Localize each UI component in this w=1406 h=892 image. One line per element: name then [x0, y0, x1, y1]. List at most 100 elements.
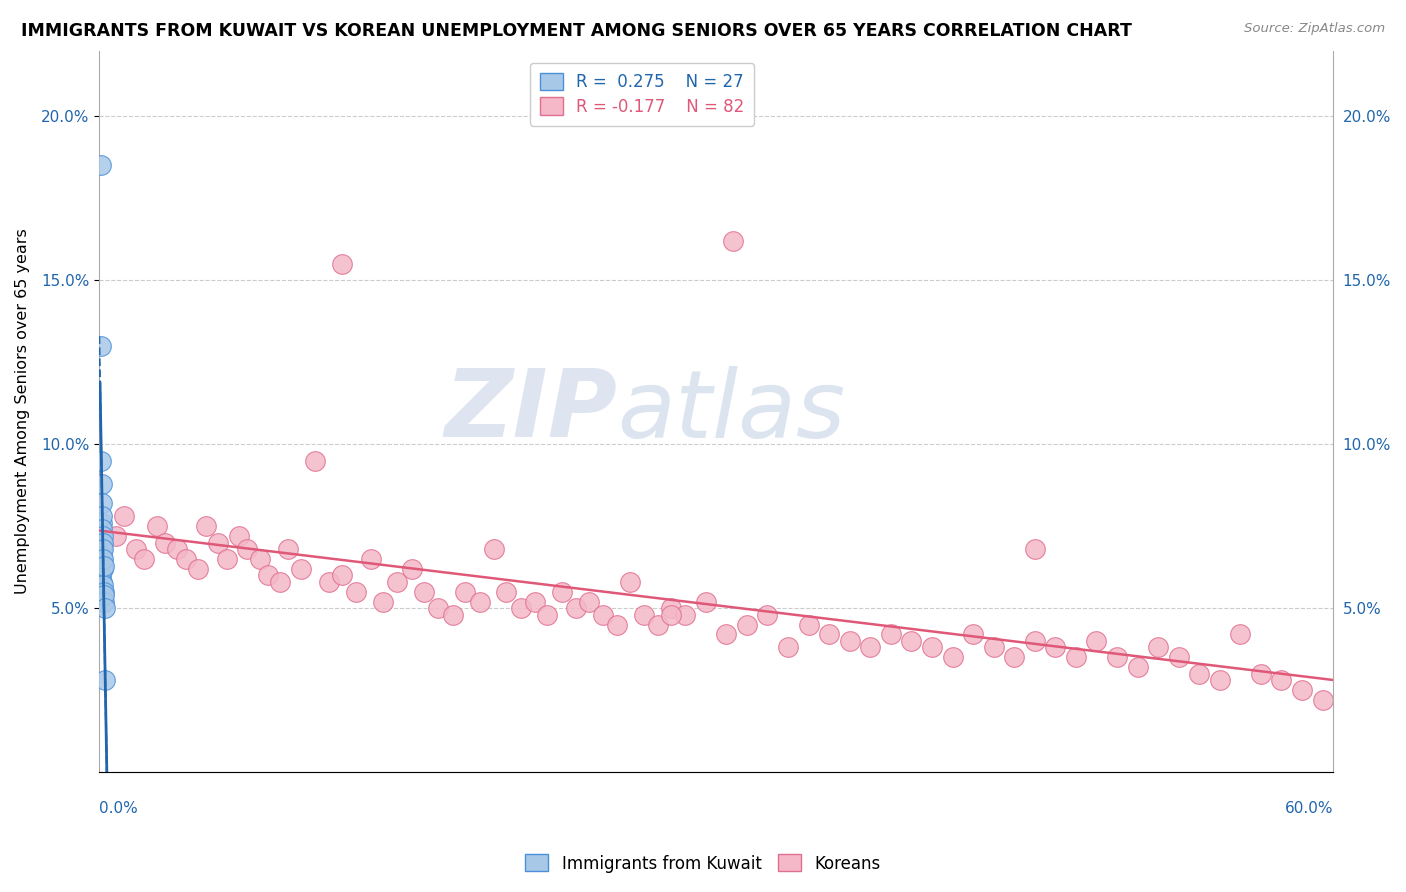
- Text: 0.0%: 0.0%: [100, 801, 138, 816]
- Text: 60.0%: 60.0%: [1285, 801, 1333, 816]
- Point: [91, 496, 114, 510]
- Point: [695, 594, 717, 608]
- Point: [1312, 693, 1334, 707]
- Point: [1270, 673, 1292, 688]
- Point: [215, 552, 238, 566]
- Point: [91, 523, 114, 537]
- Point: [633, 607, 655, 622]
- Point: [91, 574, 114, 589]
- Point: [387, 574, 409, 589]
- Point: [94, 673, 117, 688]
- Point: [509, 601, 531, 615]
- Point: [776, 640, 799, 655]
- Point: [290, 562, 312, 576]
- Point: [330, 568, 353, 582]
- Point: [1085, 634, 1108, 648]
- Point: [277, 542, 299, 557]
- Point: [187, 562, 209, 576]
- Point: [91, 542, 114, 557]
- Point: [721, 234, 744, 248]
- Point: [91, 578, 114, 592]
- Point: [1064, 650, 1087, 665]
- Point: [756, 607, 779, 622]
- Point: [91, 562, 114, 576]
- Point: [468, 594, 491, 608]
- Point: [551, 584, 574, 599]
- Point: [454, 584, 477, 599]
- Legend: R =  0.275    N = 27, R = -0.177    N = 82: R = 0.275 N = 27, R = -0.177 N = 82: [530, 62, 755, 126]
- Point: [818, 627, 841, 641]
- Point: [93, 594, 115, 608]
- Point: [962, 627, 984, 641]
- Point: [859, 640, 882, 655]
- Point: [495, 584, 517, 599]
- Point: [1126, 660, 1149, 674]
- Point: [838, 634, 860, 648]
- Point: [91, 552, 114, 566]
- Point: [360, 552, 382, 566]
- Point: [90, 516, 112, 530]
- Point: [166, 542, 188, 557]
- Point: [716, 627, 738, 641]
- Point: [236, 542, 259, 557]
- Point: [91, 535, 114, 549]
- Point: [146, 519, 169, 533]
- Point: [91, 549, 114, 563]
- Point: [401, 562, 423, 576]
- Point: [125, 542, 148, 557]
- Legend: Immigrants from Kuwait, Koreans: Immigrants from Kuwait, Koreans: [519, 847, 887, 880]
- Point: [91, 509, 114, 524]
- Point: [1002, 650, 1025, 665]
- Point: [941, 650, 963, 665]
- Text: Source: ZipAtlas.com: Source: ZipAtlas.com: [1244, 22, 1385, 36]
- Point: [673, 607, 696, 622]
- Point: [195, 519, 218, 533]
- Point: [94, 601, 117, 615]
- Point: [1291, 683, 1313, 698]
- Point: [578, 594, 600, 608]
- Point: [441, 607, 464, 622]
- Point: [91, 584, 114, 599]
- Point: [153, 535, 176, 549]
- Point: [134, 552, 156, 566]
- Text: atlas: atlas: [617, 366, 845, 457]
- Point: [1209, 673, 1232, 688]
- Point: [90, 568, 112, 582]
- Point: [104, 529, 127, 543]
- Point: [256, 568, 278, 582]
- Point: [330, 257, 353, 271]
- Point: [90, 476, 112, 491]
- Point: [606, 617, 628, 632]
- Point: [93, 558, 115, 573]
- Point: [1167, 650, 1189, 665]
- Point: [427, 601, 450, 615]
- Text: ZIP: ZIP: [444, 366, 617, 458]
- Point: [797, 617, 820, 632]
- Point: [1188, 666, 1211, 681]
- Point: [565, 601, 588, 615]
- Point: [524, 594, 547, 608]
- Point: [735, 617, 758, 632]
- Point: [536, 607, 558, 622]
- Point: [249, 552, 271, 566]
- Y-axis label: Unemployment Among Seniors over 65 years: Unemployment Among Seniors over 65 years: [15, 228, 30, 594]
- Point: [91, 535, 114, 549]
- Point: [344, 584, 367, 599]
- Point: [174, 552, 197, 566]
- Point: [659, 607, 682, 622]
- Point: [90, 453, 112, 467]
- Point: [269, 574, 291, 589]
- Point: [90, 339, 112, 353]
- Point: [647, 617, 669, 632]
- Point: [900, 634, 922, 648]
- Point: [983, 640, 1005, 655]
- Point: [482, 542, 505, 557]
- Point: [1024, 634, 1046, 648]
- Point: [1024, 542, 1046, 557]
- Point: [318, 574, 340, 589]
- Point: [1147, 640, 1170, 655]
- Point: [91, 529, 114, 543]
- Point: [413, 584, 436, 599]
- Point: [93, 584, 115, 599]
- Point: [304, 453, 326, 467]
